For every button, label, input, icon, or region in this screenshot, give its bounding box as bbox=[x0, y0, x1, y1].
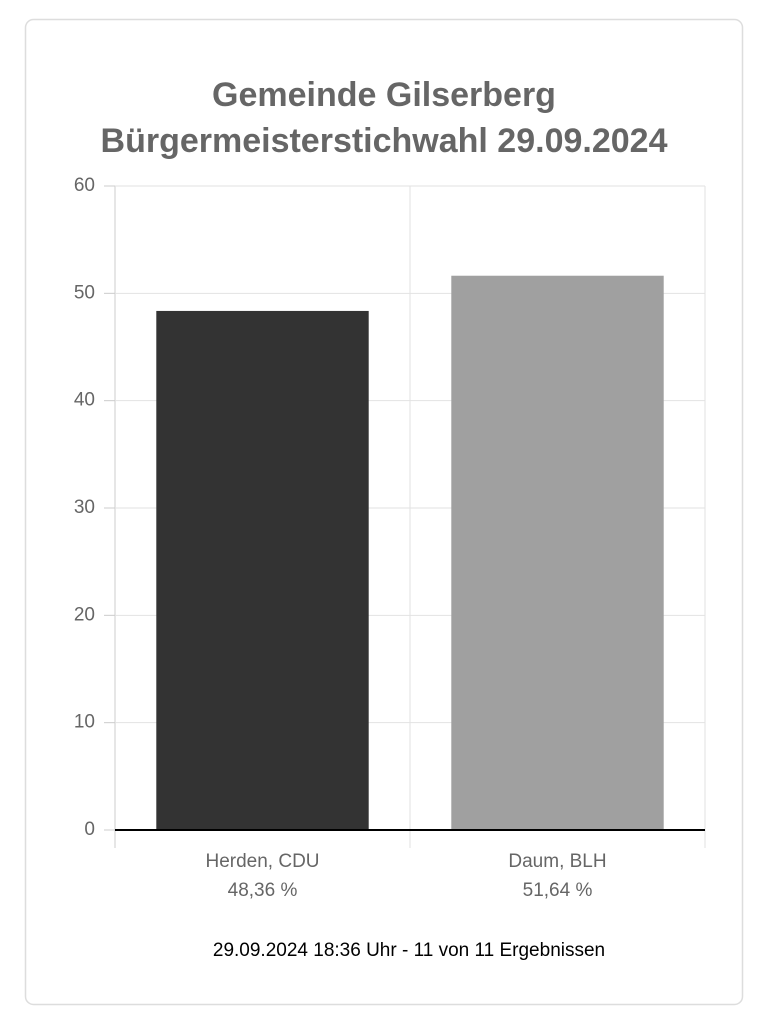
x-tick-label: Daum, BLH bbox=[508, 851, 606, 872]
y-tick-label: 40 bbox=[74, 390, 95, 411]
x-tick-label: Herden, CDU bbox=[205, 851, 319, 872]
chart-title: Bürgermeisterstichwahl 29.09.2024 bbox=[101, 122, 668, 160]
bar bbox=[451, 275, 664, 830]
y-tick-label: 0 bbox=[84, 819, 95, 840]
bar bbox=[156, 310, 369, 830]
footnote: 29.09.2024 18:36 Uhr - 11 von 11 Ergebni… bbox=[213, 940, 605, 961]
y-tick-label: 50 bbox=[74, 282, 95, 303]
value-label: 48,36 % bbox=[228, 880, 298, 901]
y-tick-label: 60 bbox=[74, 175, 95, 196]
y-tick-label: 20 bbox=[74, 604, 95, 625]
y-tick-label: 10 bbox=[74, 712, 95, 733]
value-label: 51,64 % bbox=[523, 880, 593, 901]
chart-title: Gemeinde Gilserberg bbox=[212, 76, 556, 114]
y-tick-label: 30 bbox=[74, 497, 95, 518]
